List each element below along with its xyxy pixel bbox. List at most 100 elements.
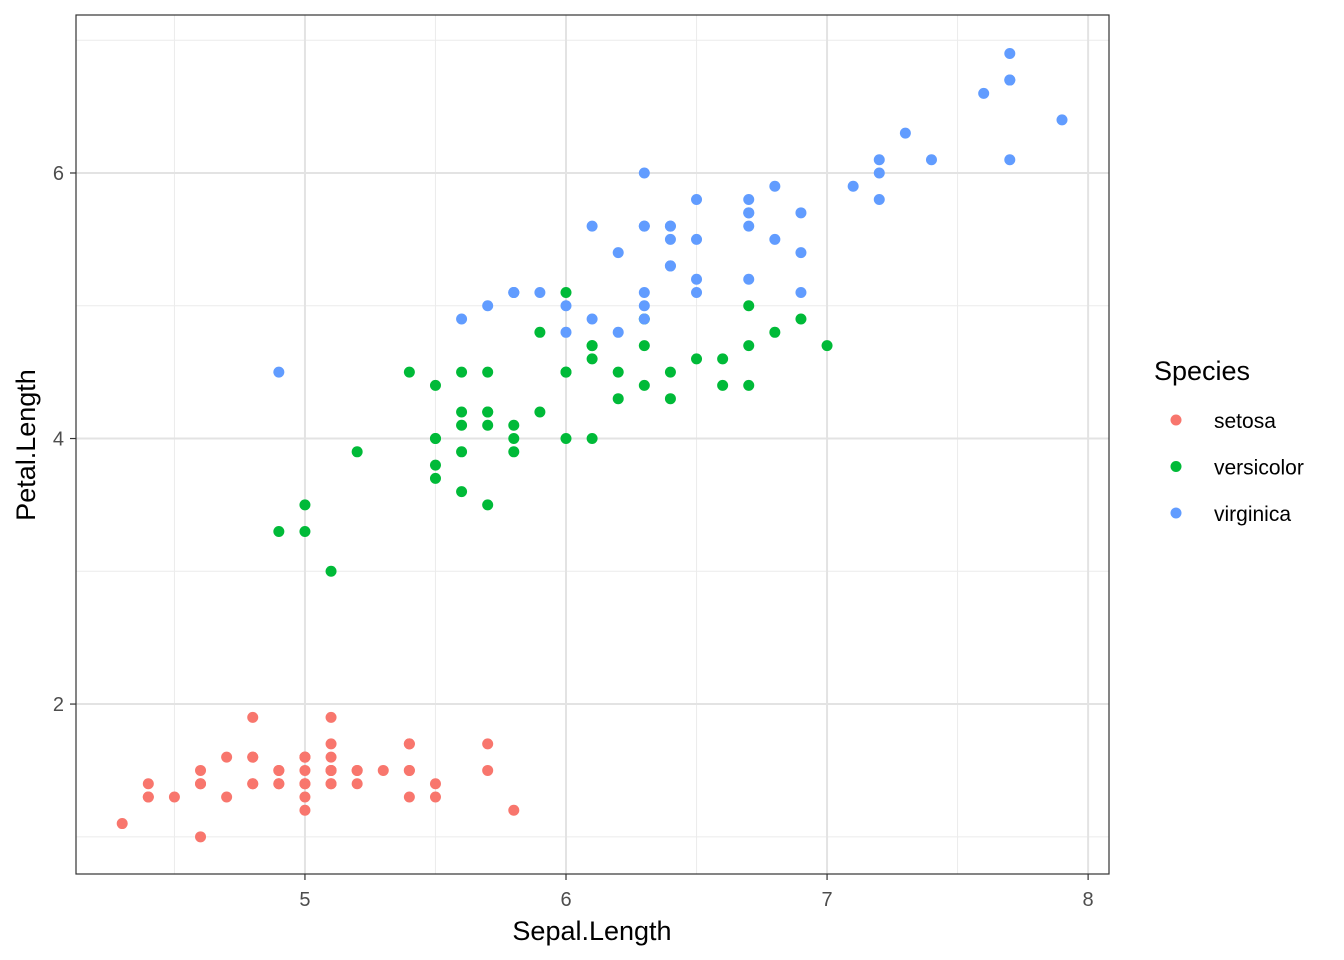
point-versicolor (351, 446, 363, 458)
y-tick-label: 4 (53, 429, 64, 451)
point-setosa (403, 764, 415, 776)
point-virginica (1004, 154, 1016, 166)
point-virginica (612, 247, 624, 259)
point-setosa (247, 711, 259, 723)
point-virginica (612, 326, 624, 338)
point-versicolor (508, 446, 520, 458)
point-versicolor (743, 340, 755, 352)
point-versicolor (456, 366, 468, 378)
point-versicolor (482, 366, 494, 378)
point-setosa (325, 764, 337, 776)
point-virginica (847, 180, 859, 192)
point-setosa (168, 791, 180, 803)
point-versicolor (560, 366, 572, 378)
point-virginica (664, 260, 676, 272)
point-setosa (325, 738, 337, 750)
x-tick-label: 7 (821, 889, 832, 911)
point-versicolor (273, 525, 285, 537)
points (116, 48, 1068, 843)
grid (76, 15, 1109, 874)
point-setosa (247, 778, 259, 790)
point-virginica (691, 194, 703, 206)
point-virginica (743, 273, 755, 285)
point-virginica (456, 313, 468, 325)
point-setosa (482, 738, 494, 750)
y-axis-label: Petal.Length (11, 369, 41, 521)
point-versicolor (717, 379, 729, 391)
point-setosa (325, 751, 337, 763)
legend-title: Species (1154, 356, 1250, 386)
point-versicolor (612, 366, 624, 378)
point-virginica (743, 207, 755, 219)
point-versicolor (429, 459, 441, 471)
point-versicolor (429, 472, 441, 484)
point-setosa (299, 804, 311, 816)
x-tick-label: 6 (560, 889, 571, 911)
point-virginica (873, 167, 885, 179)
point-versicolor (691, 353, 703, 365)
point-virginica (482, 300, 494, 312)
point-virginica (795, 286, 807, 298)
point-versicolor (508, 419, 520, 431)
legend-key-setosa (1170, 414, 1182, 426)
ticks: 5 6 7 8 2 4 6 (53, 163, 1094, 911)
point-virginica (691, 286, 703, 298)
point-versicolor (429, 433, 441, 445)
point-versicolor (456, 486, 468, 498)
point-setosa (195, 831, 207, 843)
point-virginica (769, 233, 781, 245)
legend-key-versicolor (1170, 461, 1182, 472)
point-virginica (638, 313, 650, 325)
point-setosa (351, 764, 363, 776)
point-virginica (691, 273, 703, 285)
point-versicolor (743, 300, 755, 312)
point-versicolor (456, 419, 468, 431)
panel-border (75, 14, 1110, 875)
point-versicolor (560, 433, 572, 445)
point-virginica (1056, 114, 1068, 126)
point-setosa (482, 764, 494, 776)
point-versicolor (534, 326, 546, 338)
point-versicolor (612, 393, 624, 405)
point-setosa (325, 711, 337, 723)
point-versicolor (717, 353, 729, 365)
point-virginica (873, 194, 885, 206)
point-virginica (273, 366, 285, 378)
point-versicolor (664, 393, 676, 405)
point-versicolor (821, 340, 833, 352)
point-versicolor (560, 286, 572, 298)
point-setosa (221, 791, 233, 803)
point-versicolor (795, 313, 807, 325)
point-versicolor (638, 340, 650, 352)
point-versicolor (586, 353, 598, 365)
point-setosa (247, 751, 259, 763)
legend-key-virginica (1170, 507, 1182, 519)
point-virginica (873, 154, 885, 166)
point-versicolor (299, 525, 311, 537)
point-setosa (273, 778, 285, 790)
point-virginica (925, 154, 937, 166)
point-versicolor (743, 379, 755, 391)
point-virginica (899, 127, 911, 139)
point-virginica (743, 220, 755, 232)
point-setosa (299, 791, 311, 803)
point-versicolor (325, 565, 337, 577)
point-setosa (299, 764, 311, 776)
point-virginica (978, 87, 990, 99)
point-setosa (142, 791, 154, 803)
point-virginica (664, 220, 676, 232)
point-versicolor (664, 366, 676, 378)
point-versicolor (482, 406, 494, 418)
point-setosa (195, 764, 207, 776)
x-tick-label: 8 (1083, 889, 1094, 911)
legend-label-setosa: setosa (1214, 410, 1276, 433)
point-versicolor (534, 406, 546, 418)
point-setosa (508, 804, 520, 816)
point-versicolor (299, 499, 311, 511)
point-versicolor (586, 340, 598, 352)
point-virginica (560, 300, 572, 312)
x-axis-label: Sepal.Length (512, 916, 671, 946)
point-versicolor (456, 406, 468, 418)
point-setosa (377, 764, 389, 776)
